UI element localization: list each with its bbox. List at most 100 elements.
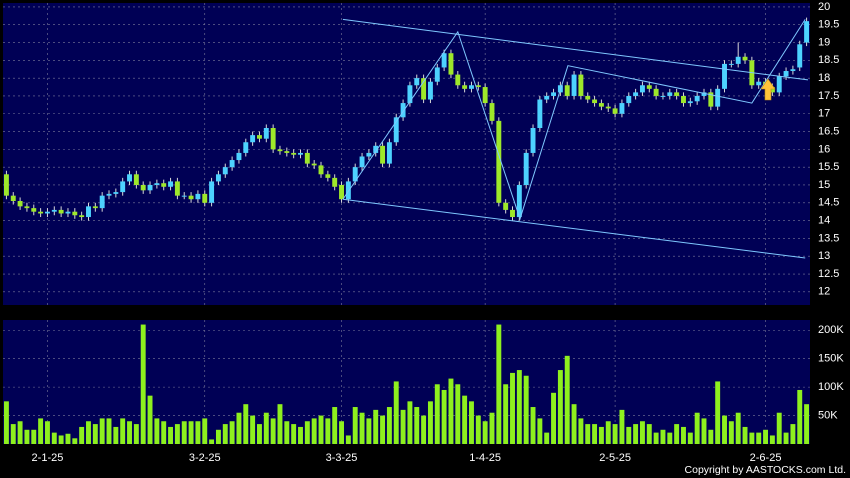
volume-bar: [352, 407, 358, 444]
y-tick-label: 15: [818, 179, 830, 191]
volume-bar: [551, 392, 557, 444]
candle-body: [585, 95, 591, 100]
candle-body: [154, 183, 160, 185]
candle-body: [605, 106, 611, 109]
volume-panel: [3, 320, 810, 444]
x-tick-label: 2-6-25: [750, 452, 782, 464]
volume-bar: [564, 355, 570, 444]
candle-body: [58, 209, 64, 214]
candle-body: [202, 193, 208, 203]
candle-body: [551, 92, 557, 96]
volume-bar: [24, 429, 30, 444]
candle-body: [715, 88, 721, 107]
candle-body: [277, 149, 283, 152]
candle-body: [311, 163, 317, 166]
candle-body: [407, 85, 413, 104]
candle-body: [270, 128, 276, 150]
candle-body: [722, 63, 727, 89]
volume-bar: [154, 418, 160, 444]
candle-body: [776, 76, 782, 93]
signal-arrow: [760, 78, 776, 101]
volume-bar: [681, 426, 686, 444]
volume-bar: [496, 324, 502, 444]
volume-bar: [612, 424, 618, 444]
candle-body: [222, 167, 228, 175]
volume-bar: [469, 401, 474, 444]
candle-body: [339, 184, 344, 200]
volume-bar: [250, 415, 256, 444]
volume-bar: [72, 438, 78, 444]
volume-bar: [31, 429, 37, 444]
y-tick-label: 12: [818, 286, 830, 298]
volume-bar: [510, 372, 515, 444]
candle-body: [86, 206, 91, 218]
volume-bar: [544, 432, 550, 444]
volume-bar: [127, 421, 132, 444]
volume-bar: [790, 424, 796, 444]
candle-body: [188, 195, 194, 200]
candle-body: [639, 85, 645, 93]
candle-body: [564, 85, 570, 96]
volume-bar: [578, 418, 584, 444]
volume-bar: [99, 418, 105, 444]
volume-bar: [462, 395, 468, 444]
volume-bar: [304, 421, 310, 444]
candle-body: [304, 152, 310, 164]
candle-body: [174, 181, 180, 196]
volume-bar: [181, 421, 187, 444]
candle-body: [626, 95, 632, 104]
y-tick-label: 16: [818, 143, 830, 155]
candle-body: [756, 81, 762, 86]
volume-bar: [674, 424, 680, 444]
volume-bar: [694, 412, 700, 444]
arrow-icon: [760, 78, 776, 101]
candle-body: [694, 95, 700, 102]
volume-bar: [769, 435, 775, 444]
volume-bar: [202, 418, 208, 444]
volume-bar: [667, 432, 673, 444]
volume-bar: [318, 415, 324, 444]
y-tick-label: 14: [818, 215, 830, 227]
volume-bar: [557, 370, 563, 444]
volume-bar: [188, 421, 194, 444]
volume-bar: [380, 415, 386, 444]
candle-body: [735, 56, 741, 64]
grid-layer: [3, 3, 810, 444]
candle-body: [462, 85, 468, 89]
y-tick-label: 14.5: [818, 197, 839, 209]
volume-bar: [147, 395, 153, 444]
candle-body: [325, 174, 331, 178]
candle-body: [24, 206, 30, 209]
volume-bar: [605, 421, 611, 444]
candle-body: [708, 92, 714, 107]
candle-body: [99, 195, 105, 209]
volume-bar: [804, 404, 810, 444]
candle-body: [427, 81, 433, 100]
candle-body: [65, 211, 71, 214]
volume-bar: [359, 412, 365, 444]
candle-body: [421, 78, 427, 100]
candle-body: [236, 152, 242, 161]
volume-bar: [277, 404, 283, 444]
candle-body: [298, 152, 303, 155]
x-tick-label: 2-1-25: [32, 452, 64, 464]
candle-body: [209, 181, 215, 203]
volume-bar: [284, 421, 290, 444]
candle-body: [113, 192, 119, 194]
volume-bar: [482, 421, 488, 444]
y-tick-label: 19.5: [818, 19, 839, 31]
volume-bar: [783, 432, 789, 444]
volume-bar: [749, 432, 755, 444]
volume-bar: [687, 432, 693, 444]
candle-body: [31, 208, 37, 212]
y-tick-label: 15.5: [818, 161, 839, 173]
volume-bar: [530, 407, 536, 444]
volume-bar: [763, 429, 769, 444]
candle-body: [523, 152, 529, 185]
candle-body: [510, 209, 515, 218]
volume-bar: [386, 407, 392, 444]
volume-bar: [92, 424, 98, 444]
candle-body: [17, 201, 23, 207]
volume-bar: [174, 424, 180, 444]
volume-bar: [222, 424, 228, 444]
